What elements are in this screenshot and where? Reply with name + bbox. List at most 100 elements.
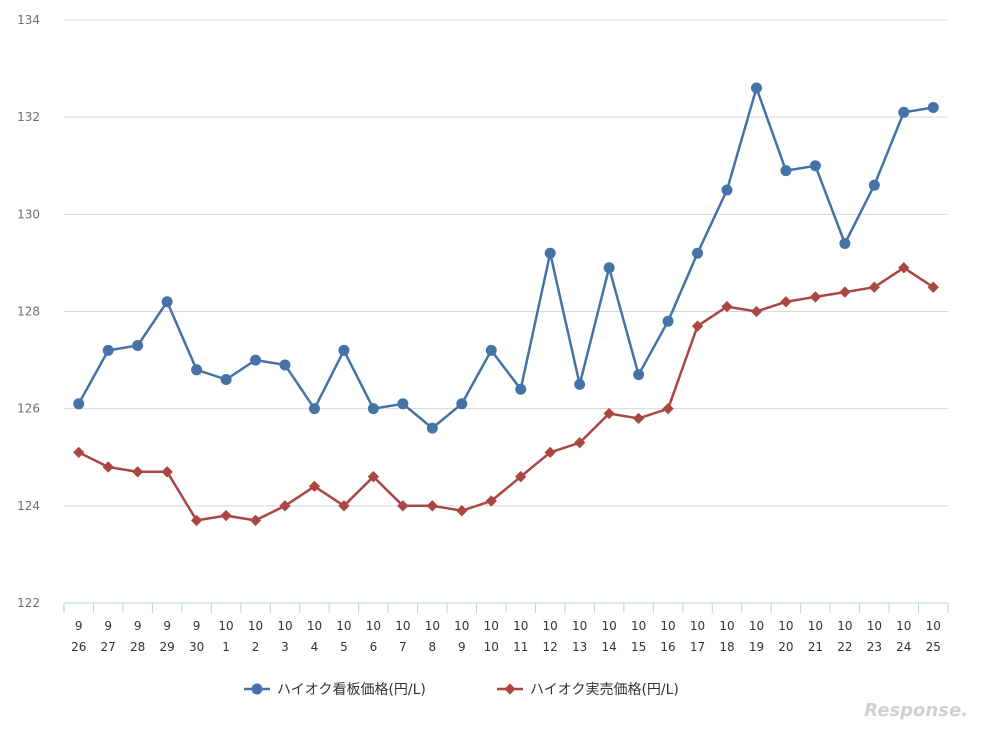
y-tick-label: 130 bbox=[17, 207, 40, 221]
x-tick-label-month: 10 bbox=[307, 619, 322, 633]
data-point bbox=[73, 446, 85, 459]
x-tick-label-month: 10 bbox=[896, 619, 911, 633]
x-tick-label-day: 4 bbox=[311, 640, 319, 654]
data-point bbox=[102, 344, 114, 356]
data-point bbox=[780, 296, 792, 308]
x-tick-label-day: 15 bbox=[631, 640, 646, 654]
series-line bbox=[77, 86, 934, 430]
data-point bbox=[397, 398, 409, 410]
data-point bbox=[780, 165, 792, 177]
x-tick-label-day: 28 bbox=[130, 640, 145, 654]
data-point bbox=[308, 403, 320, 415]
data-point bbox=[426, 500, 438, 512]
data-point bbox=[721, 300, 733, 313]
legend-marker-actual bbox=[504, 683, 516, 695]
x-tick-label-day: 11 bbox=[513, 640, 528, 654]
data-point bbox=[191, 364, 203, 376]
x-tick-label-month: 10 bbox=[867, 619, 882, 633]
x-tick-label-day: 6 bbox=[370, 640, 378, 654]
x-tick-label-day: 29 bbox=[159, 640, 174, 654]
x-tick-label-month: 10 bbox=[837, 619, 852, 633]
x-tick-label-day: 12 bbox=[543, 640, 558, 654]
data-point bbox=[898, 262, 910, 274]
data-point bbox=[190, 514, 203, 527]
data-point bbox=[338, 500, 350, 512]
watermark-text: Response. bbox=[864, 700, 968, 721]
data-point bbox=[161, 466, 173, 478]
legend-item-signboard-price: ハイオク看板価格(円/L) bbox=[244, 682, 426, 698]
series-actual-price bbox=[73, 262, 939, 527]
x-tick-label-month: 10 bbox=[218, 619, 233, 633]
data-point bbox=[603, 262, 615, 274]
series-line bbox=[78, 266, 934, 522]
data-point bbox=[308, 480, 321, 493]
x-tick-label-day: 18 bbox=[719, 640, 734, 654]
y-tick-label: 132 bbox=[17, 110, 40, 124]
x-tick-label-month: 10 bbox=[631, 619, 646, 633]
data-point bbox=[632, 412, 645, 425]
data-point bbox=[721, 184, 733, 196]
x-tick-label-day: 21 bbox=[808, 640, 823, 654]
x-tick-label-day: 7 bbox=[399, 640, 407, 654]
y-tick-label: 134 bbox=[17, 13, 40, 27]
x-tick-label-month: 10 bbox=[336, 619, 351, 633]
x-tick-label-month: 10 bbox=[366, 619, 381, 633]
data-point bbox=[544, 446, 556, 459]
x-tick-label-day: 22 bbox=[837, 640, 852, 654]
data-point bbox=[161, 296, 173, 308]
data-point bbox=[250, 354, 262, 366]
x-tick-label-month: 10 bbox=[425, 619, 440, 633]
data-point bbox=[132, 340, 144, 352]
x-tick-label-month: 10 bbox=[395, 619, 410, 633]
data-point bbox=[692, 247, 704, 259]
data-point bbox=[662, 315, 674, 327]
y-tick-label: 128 bbox=[17, 305, 40, 319]
x-tick-label-month: 10 bbox=[719, 619, 734, 633]
data-point bbox=[750, 305, 763, 318]
x-tick-label-day: 2 bbox=[252, 640, 260, 654]
data-point bbox=[279, 359, 291, 371]
data-point bbox=[220, 374, 232, 386]
data-point bbox=[338, 344, 350, 356]
x-tick-label-day: 24 bbox=[896, 640, 911, 654]
x-tick-label-day: 17 bbox=[690, 640, 705, 654]
y-axis: 122 124 126 128 130 132 134 bbox=[17, 13, 40, 610]
x-tick-label-month: 10 bbox=[572, 619, 587, 633]
x-tick-label-month: 9 bbox=[104, 619, 112, 633]
x-tick-label-day: 10 bbox=[484, 640, 499, 654]
x-tick-label-month: 9 bbox=[75, 619, 83, 633]
legend-label-signboard: ハイオク看板価格(円/L) bbox=[277, 682, 426, 698]
data-point bbox=[249, 514, 262, 527]
data-point bbox=[456, 505, 468, 517]
series-layer bbox=[73, 82, 939, 527]
legend-marker-signboard bbox=[251, 683, 263, 695]
y-tick-label: 122 bbox=[17, 596, 40, 610]
data-point bbox=[485, 495, 497, 507]
data-point bbox=[809, 160, 821, 172]
data-point bbox=[102, 461, 114, 473]
data-point bbox=[367, 471, 380, 483]
x-tick-label-day: 25 bbox=[926, 640, 941, 654]
data-point bbox=[868, 179, 880, 191]
x-tick-label-day: 23 bbox=[867, 640, 882, 654]
data-point bbox=[220, 509, 232, 522]
watermark: Response. bbox=[864, 700, 968, 721]
series-signboard-price bbox=[73, 82, 939, 434]
x-tick-label-month: 10 bbox=[248, 619, 263, 633]
x-tick-label-month: 9 bbox=[193, 619, 201, 633]
x-tick-label-month: 10 bbox=[690, 619, 705, 633]
data-point bbox=[839, 286, 851, 298]
x-tick-label-day: 16 bbox=[660, 640, 675, 654]
data-point bbox=[73, 398, 85, 410]
x-tick-label-day: 9 bbox=[458, 640, 466, 654]
x-tick-label-day: 13 bbox=[572, 640, 587, 654]
data-point bbox=[132, 466, 144, 478]
data-point bbox=[485, 344, 497, 356]
x-tick-label-month: 10 bbox=[749, 619, 764, 633]
legend-label-actual: ハイオク実売価格(円/L) bbox=[530, 682, 679, 698]
data-point bbox=[927, 281, 939, 293]
x-tick-label-day: 8 bbox=[429, 640, 437, 654]
x-tick-label-month: 10 bbox=[601, 619, 616, 633]
data-point bbox=[515, 383, 527, 395]
